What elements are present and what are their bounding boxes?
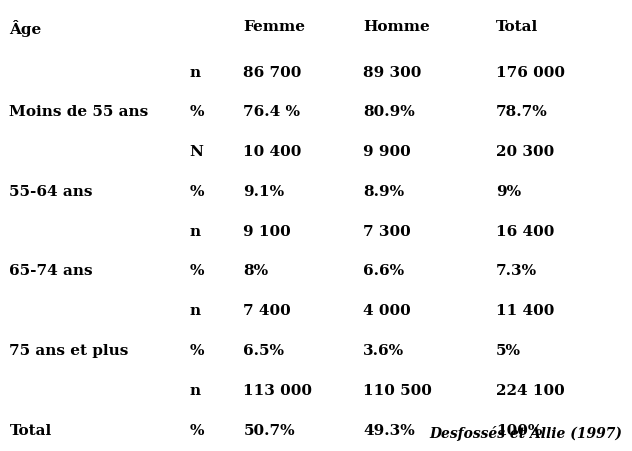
Text: 16 400: 16 400	[496, 224, 554, 238]
Text: %: %	[190, 423, 204, 437]
Text: 8%: 8%	[243, 264, 269, 278]
Text: 7 300: 7 300	[363, 224, 411, 238]
Text: 6.5%: 6.5%	[243, 343, 284, 357]
Text: 176 000: 176 000	[496, 65, 565, 79]
Text: 86 700: 86 700	[243, 65, 301, 79]
Text: n: n	[190, 65, 201, 79]
Text: 7.3%: 7.3%	[496, 264, 537, 278]
Text: Total: Total	[9, 423, 52, 437]
Text: Desfossés et Allie (1997): Desfossés et Allie (1997)	[430, 425, 623, 440]
Text: 9 900: 9 900	[363, 145, 411, 159]
Text: 6.6%: 6.6%	[363, 264, 404, 278]
Text: %: %	[190, 184, 204, 198]
Text: 100%: 100%	[496, 423, 542, 437]
Text: 49.3%: 49.3%	[363, 423, 415, 437]
Text: 9.1%: 9.1%	[243, 184, 284, 198]
Text: 89 300: 89 300	[363, 65, 422, 79]
Text: 80.9%: 80.9%	[363, 105, 415, 119]
Text: Âge: Âge	[9, 20, 42, 37]
Text: 4 000: 4 000	[363, 304, 411, 318]
Text: 78.7%: 78.7%	[496, 105, 548, 119]
Text: n: n	[190, 383, 201, 397]
Text: 11 400: 11 400	[496, 304, 554, 318]
Text: 9%: 9%	[496, 184, 521, 198]
Text: 110 500: 110 500	[363, 383, 432, 397]
Text: %: %	[190, 343, 204, 357]
Text: 10 400: 10 400	[243, 145, 301, 159]
Text: Moins de 55 ans: Moins de 55 ans	[9, 105, 149, 119]
Text: 5%: 5%	[496, 343, 521, 357]
Text: 9 100: 9 100	[243, 224, 291, 238]
Text: 7 400: 7 400	[243, 304, 291, 318]
Text: Total: Total	[496, 20, 538, 34]
Text: N: N	[190, 145, 204, 159]
Text: 50.7%: 50.7%	[243, 423, 295, 437]
Text: Homme: Homme	[363, 20, 430, 34]
Text: 75 ans et plus: 75 ans et plus	[9, 343, 129, 357]
Text: Femme: Femme	[243, 20, 305, 34]
Text: 20 300: 20 300	[496, 145, 554, 159]
Text: n: n	[190, 304, 201, 318]
Text: 3.6%: 3.6%	[363, 343, 404, 357]
Text: %: %	[190, 105, 204, 119]
Text: %: %	[190, 264, 204, 278]
Text: 8.9%: 8.9%	[363, 184, 404, 198]
Text: n: n	[190, 224, 201, 238]
Text: 224 100: 224 100	[496, 383, 565, 397]
Text: 65-74 ans: 65-74 ans	[9, 264, 93, 278]
Text: 76.4 %: 76.4 %	[243, 105, 300, 119]
Text: 113 000: 113 000	[243, 383, 312, 397]
Text: 55-64 ans: 55-64 ans	[9, 184, 93, 198]
